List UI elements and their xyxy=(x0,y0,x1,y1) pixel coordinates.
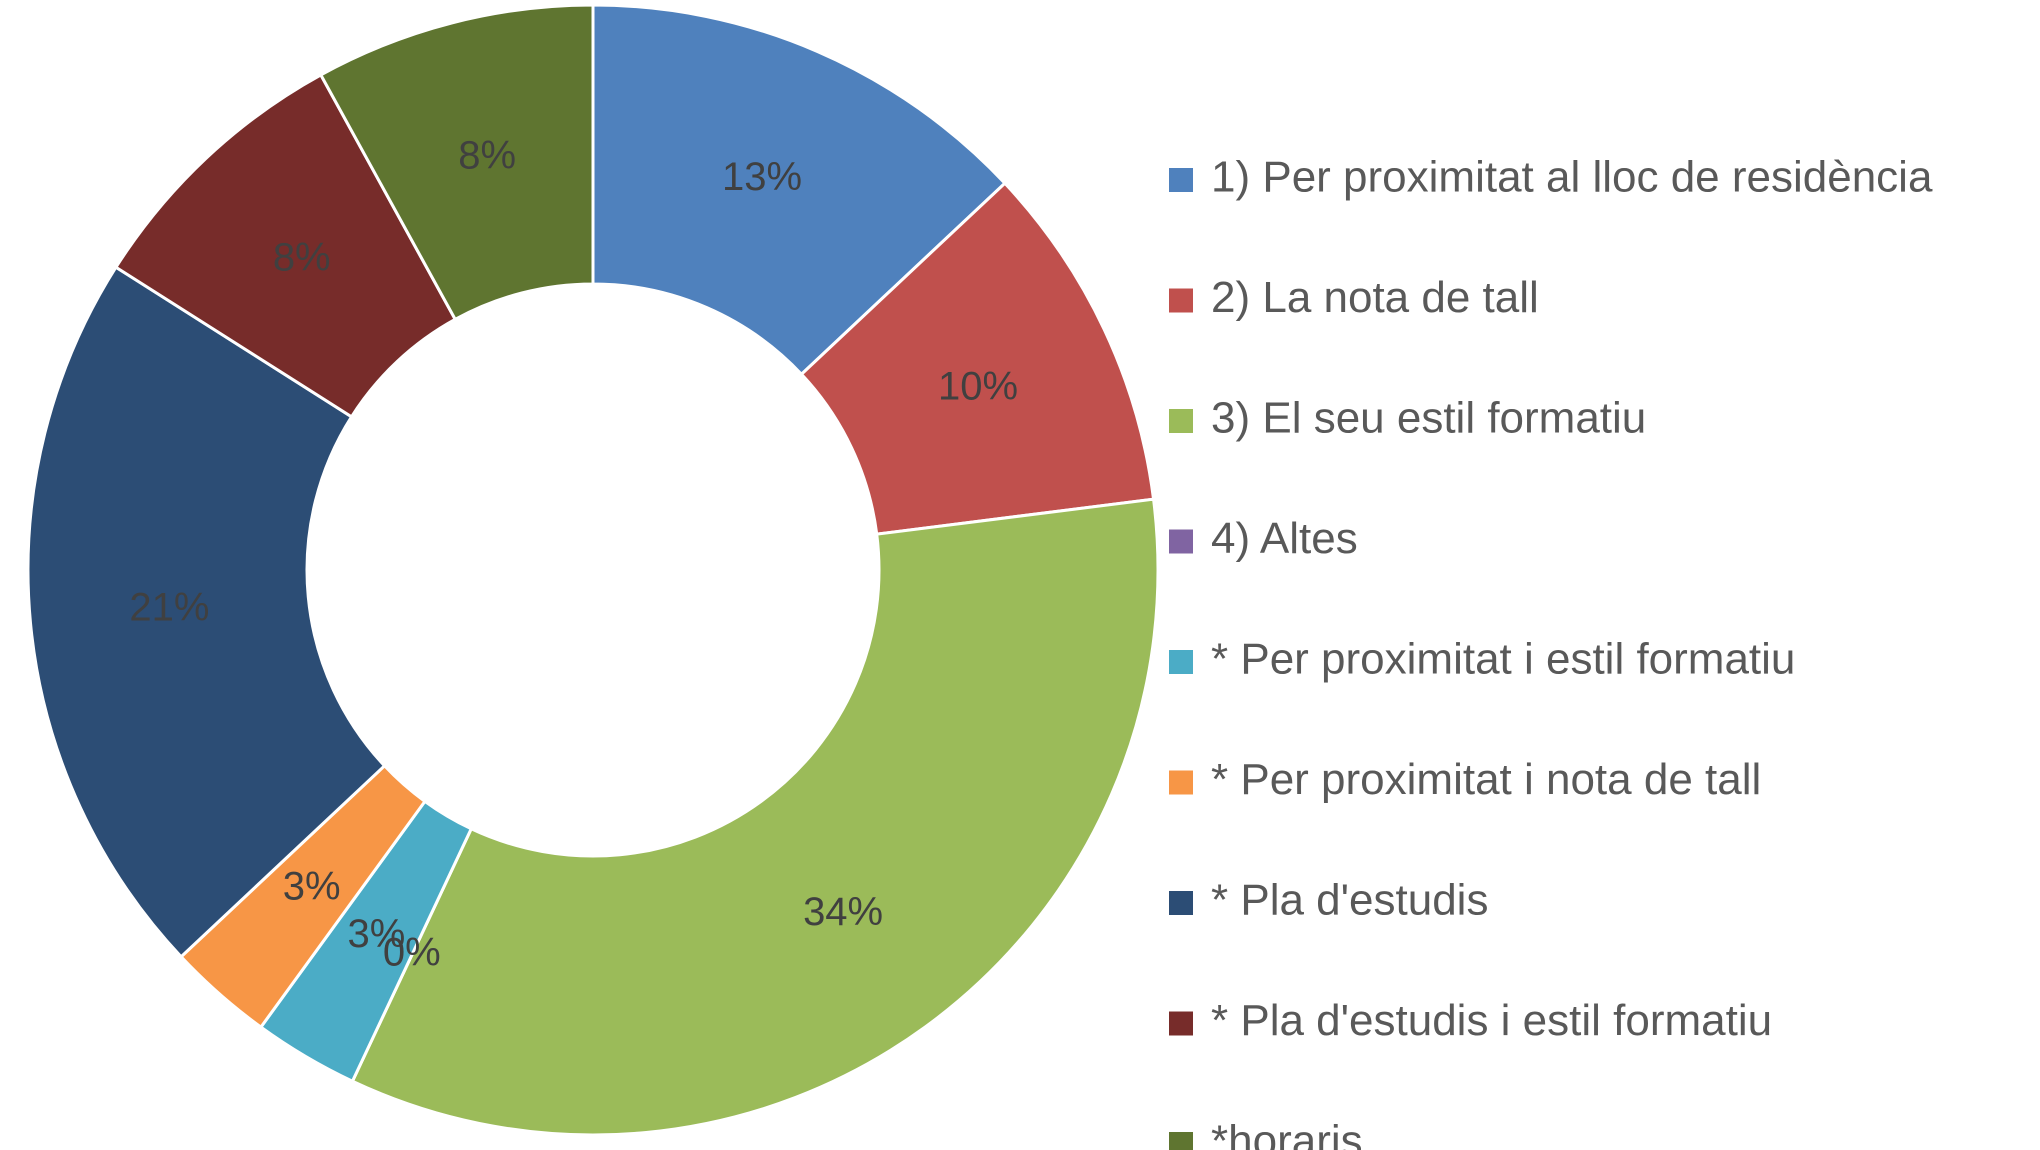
data-label: 3% xyxy=(283,865,341,909)
legend-label: 1) Per proximitat al lloc de residència xyxy=(1211,153,1933,202)
legend-label: 2) La nota de tall xyxy=(1211,273,1539,322)
legend-label: *horaris xyxy=(1211,1117,1363,1150)
data-label: 21% xyxy=(129,586,209,630)
slice xyxy=(26,265,387,959)
slice xyxy=(799,181,1156,536)
slice xyxy=(350,497,1160,1137)
data-label: 8% xyxy=(273,235,331,279)
legend-swatch xyxy=(1169,529,1193,554)
data-label: 10% xyxy=(938,364,1018,408)
data-label: 13% xyxy=(722,155,802,199)
legend-swatch xyxy=(1169,288,1193,313)
slice xyxy=(318,3,595,322)
legend-label: * Per proximitat i estil formatiu xyxy=(1211,635,1795,684)
data-label: 3% xyxy=(347,912,405,956)
legend-label: * Pla d'estudis xyxy=(1211,876,1488,925)
legend-label: 3) El seu estil formatiu xyxy=(1211,394,1646,443)
legend-label: 4) Altes xyxy=(1211,514,1358,563)
data-label: 8% xyxy=(458,133,516,177)
legend-swatch xyxy=(1169,1132,1193,1150)
legend-swatch xyxy=(1169,770,1193,795)
slice xyxy=(591,3,1007,377)
legend-label: * Per proximitat i nota de tall xyxy=(1211,755,1761,804)
legend-label: * Pla d'estudis i estil formatiu xyxy=(1211,996,1772,1045)
legend-swatch xyxy=(1169,891,1193,915)
data-label: 34% xyxy=(803,890,883,934)
legend-swatch xyxy=(1169,1011,1193,1036)
legend-swatch xyxy=(1169,650,1193,674)
legend-swatch xyxy=(1169,409,1193,433)
legend-swatch xyxy=(1169,168,1193,192)
data-label: 0% xyxy=(383,931,441,975)
